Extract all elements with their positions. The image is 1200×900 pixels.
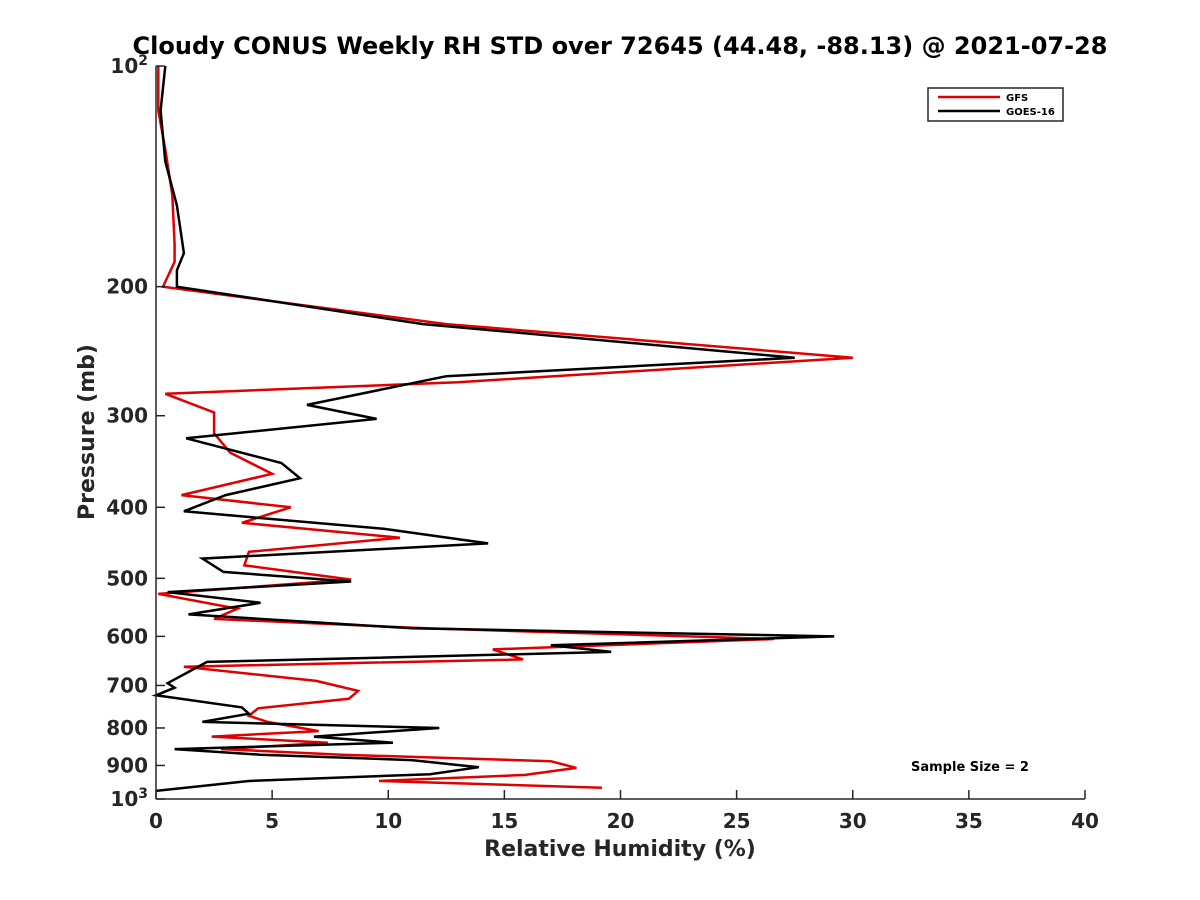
y-tick-label: 500 — [106, 566, 148, 590]
x-tick-label: 20 — [607, 809, 635, 833]
series-line-gfs — [157, 66, 853, 789]
series-line-goes-16 — [151, 65, 835, 793]
series-layer — [151, 65, 853, 793]
y-axis-label: Pressure (mb) — [75, 344, 100, 520]
x-tick-label: 35 — [955, 809, 983, 833]
y-tick-label: 102 — [110, 53, 148, 78]
y-tick-label: 900 — [106, 753, 148, 777]
y-tick-label: 300 — [106, 404, 148, 428]
x-tick-label: 25 — [723, 809, 751, 833]
y-tick-label: 800 — [106, 716, 148, 740]
chart-title-group: Cloudy CONUS Weekly RH STD over 72645 (4… — [133, 32, 1108, 60]
x-tick-label: 15 — [490, 809, 518, 833]
y-tick-label: 600 — [106, 624, 148, 648]
legend: GFS GOES-16 — [927, 87, 1064, 122]
x-ticks: 0 5 10 15 20 25 30 35 40 — [149, 790, 1099, 833]
y-tick-label: 400 — [106, 495, 148, 519]
y-tick-label: 103 — [110, 786, 148, 811]
y-tick-label: 700 — [106, 673, 148, 697]
x-tick-label: 30 — [839, 809, 867, 833]
x-axis-label: Relative Humidity (%) — [484, 837, 756, 862]
x-tick-label: 5 — [265, 809, 279, 833]
legend-label-goes16: GOES-16 — [1006, 107, 1055, 118]
y-tick-label: 200 — [106, 275, 148, 299]
plot-area — [156, 66, 1085, 799]
legend-label-gfs: GFS — [1006, 93, 1028, 104]
x-tick-label: 40 — [1071, 809, 1099, 833]
chart-title: Cloudy CONUS Weekly RH STD over 72645 (4… — [133, 32, 1108, 60]
sample-size-annotation: Sample Size = 2 — [911, 760, 1029, 775]
y-ticks: 102 200 300 400 500 600 700 800 900 103 — [106, 53, 165, 811]
legend-box — [927, 87, 1064, 122]
x-tick-label: 10 — [374, 809, 402, 833]
x-tick-label: 0 — [149, 809, 163, 833]
